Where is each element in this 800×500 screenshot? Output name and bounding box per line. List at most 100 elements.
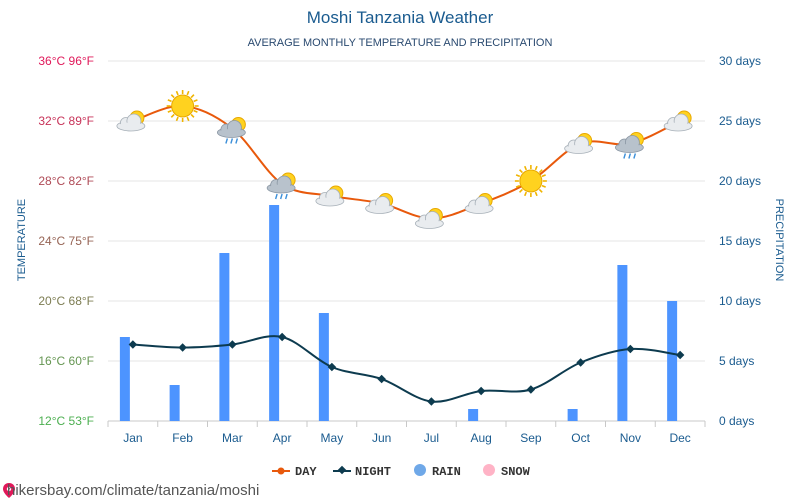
x-tick-label: Aug bbox=[470, 431, 491, 445]
legend-item-day[interactable]: DAY bbox=[272, 465, 317, 479]
y-tick-right: 15 days bbox=[719, 234, 761, 248]
x-tick-label: Jul bbox=[424, 431, 439, 445]
cloud-fill bbox=[268, 184, 294, 192]
y-tick-left: 20°C 68°F bbox=[38, 294, 94, 308]
x-tick-label: Oct bbox=[571, 431, 590, 445]
legend-item-rain[interactable]: RAIN bbox=[414, 464, 461, 479]
footer-link[interactable]: hikersbay.com/climate/tanzania/moshi bbox=[3, 482, 259, 499]
legend-day-label: DAY bbox=[295, 465, 317, 479]
y-tick-left: 36°C 96°F bbox=[38, 54, 94, 68]
sun-ray bbox=[518, 188, 523, 193]
night-point bbox=[675, 350, 685, 360]
chart-title: Moshi Tanzania Weather bbox=[307, 8, 494, 27]
night-point bbox=[576, 358, 585, 367]
sun-ray bbox=[534, 165, 538, 171]
night-point bbox=[228, 340, 237, 349]
cloud-fill bbox=[566, 145, 592, 152]
location-pin-icon bbox=[3, 483, 15, 498]
sun-ray bbox=[534, 191, 538, 197]
sun-ray bbox=[193, 99, 198, 103]
legend-snow-label: SNOW bbox=[501, 465, 531, 479]
night-point bbox=[327, 362, 337, 372]
sun-ray bbox=[190, 94, 195, 99]
sun-disc bbox=[171, 94, 195, 118]
legend-day-marker bbox=[277, 467, 285, 475]
sunny-icon bbox=[514, 165, 547, 197]
sun-ray bbox=[515, 174, 521, 178]
partly-cloudy-icon bbox=[464, 193, 494, 214]
footer-url: hikersbay.com/climate/tanzania/moshi bbox=[7, 482, 259, 499]
sun-ray bbox=[541, 184, 546, 188]
sunny-icon bbox=[166, 90, 199, 122]
y-tick-left: 16°C 60°F bbox=[38, 354, 94, 368]
rain-drop bbox=[235, 138, 239, 144]
sun-ray bbox=[538, 188, 543, 193]
rain-bar bbox=[468, 409, 479, 421]
partly-cloudy-icon bbox=[564, 133, 594, 154]
cloud-fill bbox=[665, 122, 691, 130]
legend: DAY NIGHT RAIN SNOW bbox=[272, 464, 531, 479]
rain-bars bbox=[119, 205, 678, 421]
partly-cloudy-icon bbox=[315, 185, 345, 207]
weather-icons bbox=[116, 90, 693, 229]
sun-ray bbox=[175, 116, 179, 122]
night-point bbox=[626, 344, 635, 354]
legend-item-snow[interactable]: SNOW bbox=[483, 464, 531, 479]
x-tick-label: Jan bbox=[123, 431, 142, 445]
y-tick-left: 28°C 82°F bbox=[38, 174, 94, 188]
sun-ray bbox=[170, 94, 175, 99]
rain-drop bbox=[628, 153, 632, 159]
rain-drop bbox=[225, 138, 229, 144]
rain-bar bbox=[119, 337, 130, 421]
night-point bbox=[178, 343, 187, 352]
rain-showers-icon bbox=[614, 132, 644, 159]
rain-drop bbox=[230, 138, 234, 144]
sun-ray bbox=[515, 184, 521, 188]
rain-drop bbox=[274, 193, 278, 200]
night-point bbox=[128, 340, 138, 349]
y-tick-left: 24°C 75°F bbox=[38, 234, 94, 248]
sun-ray bbox=[167, 109, 172, 113]
rain-bar bbox=[617, 265, 628, 421]
cloud-fill bbox=[317, 197, 343, 205]
rain-bar bbox=[269, 205, 280, 421]
y-axis-left-title: TEMPERATURE bbox=[16, 199, 28, 281]
x-tick-label: Mar bbox=[222, 431, 243, 445]
night-point bbox=[526, 385, 536, 394]
sun-disc bbox=[519, 169, 543, 193]
rain-bar bbox=[318, 313, 329, 421]
grid-lines bbox=[107, 60, 706, 427]
sun-ray bbox=[538, 169, 543, 174]
x-tick-label: Jun bbox=[372, 431, 391, 445]
sun-ray bbox=[167, 99, 172, 103]
cloud-fill bbox=[416, 220, 442, 227]
partly-cloudy-icon bbox=[365, 193, 395, 214]
y-tick-right: 10 days bbox=[719, 294, 761, 308]
legend-item-night[interactable]: NIGHT bbox=[333, 465, 391, 479]
rain-showers-icon bbox=[216, 117, 246, 144]
rain-bar bbox=[667, 301, 678, 421]
y-axis-right-title: PRECIPITATION bbox=[773, 199, 785, 282]
legend-snow-marker bbox=[483, 464, 495, 476]
x-tick-label: Nov bbox=[620, 431, 641, 445]
day-temperature-line bbox=[132, 104, 681, 220]
legend-night-marker bbox=[337, 465, 347, 475]
rain-drop bbox=[633, 153, 637, 159]
rain-showers-icon bbox=[266, 172, 296, 200]
y-tick-right: 20 days bbox=[719, 174, 761, 188]
y-tick-left: 12°C 53°F bbox=[38, 414, 94, 428]
night-point bbox=[476, 386, 486, 396]
night-point bbox=[427, 397, 436, 406]
rain-drop bbox=[623, 153, 627, 159]
x-tick-label: Feb bbox=[172, 431, 193, 445]
legend-rain-label: RAIN bbox=[432, 465, 461, 479]
partly-cloudy-icon bbox=[116, 110, 146, 132]
sun-ray bbox=[170, 113, 175, 118]
sun-ray bbox=[524, 165, 528, 171]
x-tick-label: May bbox=[321, 431, 344, 445]
x-tick-label: Apr bbox=[273, 431, 292, 445]
cloud-fill bbox=[616, 144, 642, 151]
sun-ray bbox=[524, 191, 528, 197]
legend-night-label: NIGHT bbox=[355, 465, 391, 479]
